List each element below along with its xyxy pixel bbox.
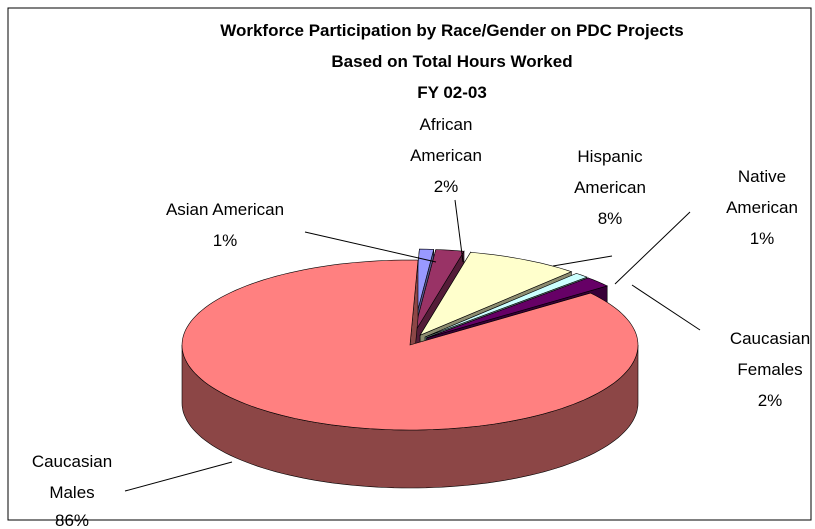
chart-title: Based on Total Hours Worked [331, 52, 572, 71]
slice-top [426, 277, 609, 339]
slice-value-label: 86% [55, 511, 89, 529]
label-line: Females [737, 360, 802, 379]
slice-label: Native American [726, 167, 798, 217]
label-line: American [726, 198, 798, 217]
label-line: Caucasian [730, 329, 810, 348]
slice-value-label: 2% [758, 391, 783, 410]
leader-line [304, 231, 437, 263]
slice-label: Caucasian Males [32, 452, 112, 502]
label-line: American [410, 146, 482, 165]
leader-line [124, 461, 233, 492]
leader-line [631, 284, 701, 331]
label-line: Hispanic [577, 147, 643, 166]
slice [181, 259, 639, 489]
slice-value-label: 1% [750, 229, 775, 248]
slice-top [419, 251, 573, 336]
chart-title: FY 02-03 [417, 83, 487, 102]
label-line: African [420, 115, 473, 134]
slice-label: Hispanic American [574, 147, 646, 197]
slice-label: Asian American [166, 200, 284, 219]
slice-top [181, 259, 639, 431]
slice-label: African American [410, 115, 482, 165]
label-line: American [574, 178, 646, 197]
slice-label: Caucasian Females [730, 329, 810, 379]
leader-line [614, 211, 691, 285]
slice-top [424, 273, 588, 338]
chart-title: Workforce Participation by Race/Gender o… [220, 21, 684, 40]
label-line: Males [49, 483, 94, 502]
leader-line [454, 199, 464, 263]
slice-value-label: 1% [213, 231, 238, 250]
slice-value-label: 8% [598, 209, 623, 228]
label-line: Caucasian [32, 452, 112, 471]
slice-top [413, 249, 465, 335]
leader-line [552, 255, 613, 267]
label-line: Native [738, 167, 786, 186]
slice-value-label: 2% [434, 177, 459, 196]
